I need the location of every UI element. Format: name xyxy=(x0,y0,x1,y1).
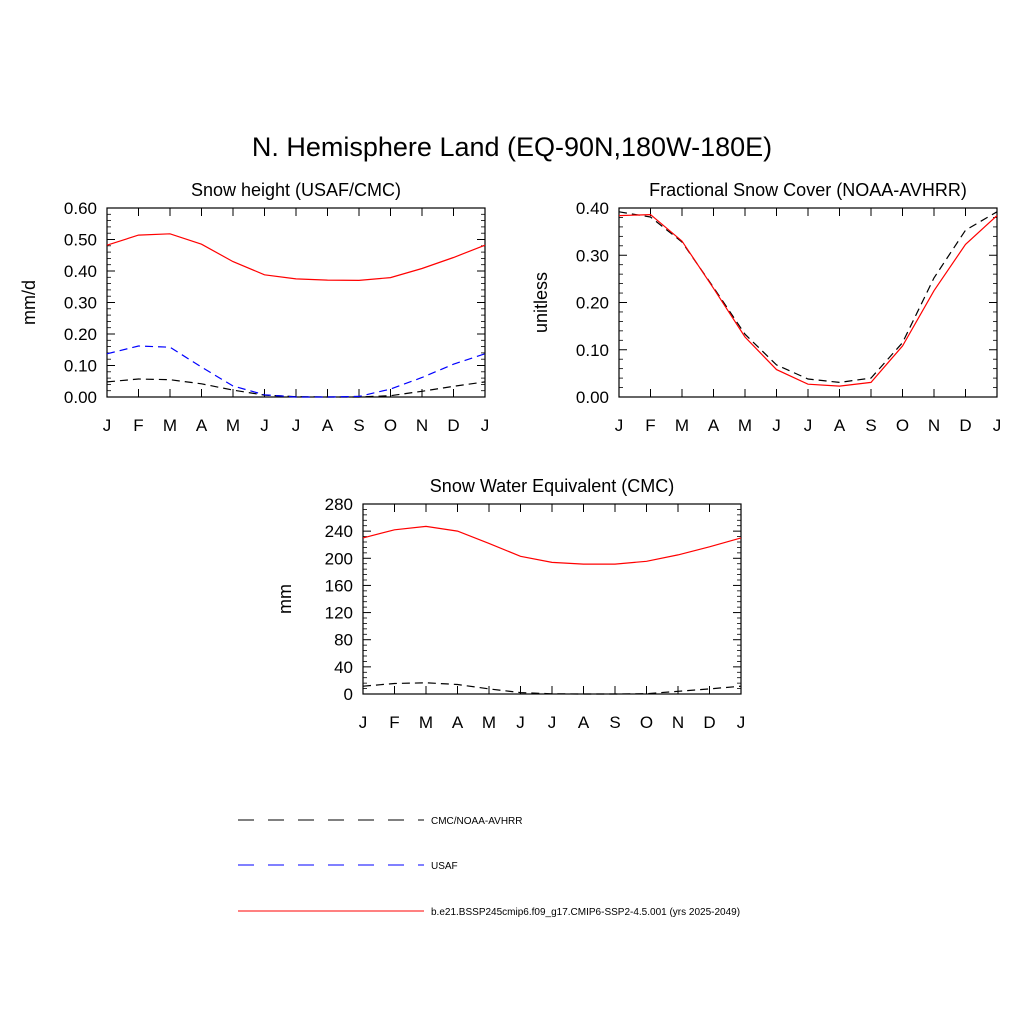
y-tick-label: 0.20 xyxy=(576,294,609,313)
y-tick-label: 0.60 xyxy=(64,199,97,218)
x-tick-label: J xyxy=(615,416,624,435)
series-line-usaf xyxy=(106,345,486,398)
y-tick-label: 280 xyxy=(325,495,353,514)
y-tick-label: 0.00 xyxy=(576,388,609,407)
y-tick-label: 40 xyxy=(334,658,353,677)
series-line-obs xyxy=(106,378,486,398)
panel-title: Snow height (USAF/CMC) xyxy=(191,180,401,200)
y-tick-label: 0.30 xyxy=(576,246,609,265)
x-tick-label: D xyxy=(447,416,459,435)
main-title: N. Hemisphere Land (EQ-90N,180W-180E) xyxy=(252,132,772,162)
legend-label: b.e21.BSSP245cmip6.f09_g17.CMIP6-SSP2-4.… xyxy=(431,907,740,918)
x-tick-label: N xyxy=(672,713,684,732)
x-tick-label: S xyxy=(609,713,620,732)
x-tick-label: F xyxy=(389,713,399,732)
panel-title: Fractional Snow Cover (NOAA-AVHRR) xyxy=(649,180,967,200)
legend-item: b.e21.BSSP245cmip6.f09_g17.CMIP6-SSP2-4.… xyxy=(238,907,740,918)
x-tick-label: D xyxy=(959,416,971,435)
legend-item: CMC/NOAA-AVHRR xyxy=(238,816,522,827)
panel-1: 0.000.100.200.300.400.500.60J F M A M J J A S O N D… xyxy=(19,180,489,435)
series-line-obs xyxy=(618,211,998,384)
x-tick-label: M xyxy=(226,416,240,435)
series-line-model xyxy=(106,233,486,282)
y-axis-label: mm/d xyxy=(19,280,39,325)
x-tick-label: J xyxy=(772,416,781,435)
x-tick-label: D xyxy=(703,713,715,732)
y-tick-label: 0.10 xyxy=(576,341,609,360)
x-tick-label: M xyxy=(163,416,177,435)
series-line-model xyxy=(618,213,998,387)
y-tick-label: 0.00 xyxy=(64,388,97,407)
plot-frame xyxy=(106,207,486,398)
x-tick-label: J xyxy=(804,416,813,435)
x-tick-label: S xyxy=(865,416,876,435)
x-tick-label: O xyxy=(640,713,653,732)
x-tick-label: J xyxy=(292,416,301,435)
x-tick-label: M xyxy=(738,416,752,435)
x-tick-label: N xyxy=(416,416,428,435)
y-axis-label: mm xyxy=(275,584,295,614)
legend: CMC/NOAA-AVHRR USAF b.e21.BSSP245cmip6.f09… xyxy=(238,816,740,918)
x-tick-label: J xyxy=(516,713,525,732)
x-tick-label: J xyxy=(737,713,746,732)
y-tick-label: 0.20 xyxy=(64,325,97,344)
legend-item: USAF xyxy=(238,861,458,872)
x-tick-label: S xyxy=(353,416,364,435)
y-tick-label: 0 xyxy=(344,685,353,704)
y-tick-label: 0.40 xyxy=(64,262,97,281)
x-tick-label: A xyxy=(578,713,590,732)
y-tick-label: 0.30 xyxy=(64,294,97,313)
legend-label: USAF xyxy=(431,861,458,872)
y-axis-label: unitless xyxy=(531,272,551,333)
x-tick-label: J xyxy=(359,713,368,732)
series-line-model xyxy=(362,525,742,565)
y-tick-label: 0.50 xyxy=(64,231,97,250)
panel-title: Snow Water Equivalent (CMC) xyxy=(430,476,674,496)
x-tick-label: J xyxy=(481,416,490,435)
x-tick-label: A xyxy=(322,416,334,435)
y-tick-label: 0.10 xyxy=(64,357,97,376)
y-tick-label: 80 xyxy=(334,631,353,650)
x-tick-label: A xyxy=(196,416,208,435)
x-tick-label: M xyxy=(675,416,689,435)
y-tick-label: 120 xyxy=(325,604,353,623)
x-tick-label: O xyxy=(384,416,397,435)
panel-2: 0.000.100.200.300.40J F M A M J J A S O N D JFractio… xyxy=(531,180,1001,435)
x-tick-label: J xyxy=(260,416,269,435)
y-tick-label: 240 xyxy=(325,522,353,541)
legend-label: CMC/NOAA-AVHRR xyxy=(431,816,522,827)
x-tick-label: N xyxy=(928,416,940,435)
x-tick-label: J xyxy=(993,416,1002,435)
x-tick-label: O xyxy=(896,416,909,435)
y-tick-label: 200 xyxy=(325,549,353,568)
x-tick-label: J xyxy=(548,713,557,732)
y-tick-label: 160 xyxy=(325,576,353,595)
x-tick-label: F xyxy=(133,416,143,435)
plot-frame xyxy=(362,503,742,695)
x-tick-label: A xyxy=(452,713,464,732)
x-tick-label: M xyxy=(419,713,433,732)
x-tick-label: A xyxy=(708,416,720,435)
x-tick-label: F xyxy=(645,416,655,435)
x-tick-label: M xyxy=(482,713,496,732)
x-tick-label: A xyxy=(834,416,846,435)
x-tick-label: J xyxy=(103,416,112,435)
series-line-obs xyxy=(362,682,742,695)
y-tick-label: 0.40 xyxy=(576,199,609,218)
